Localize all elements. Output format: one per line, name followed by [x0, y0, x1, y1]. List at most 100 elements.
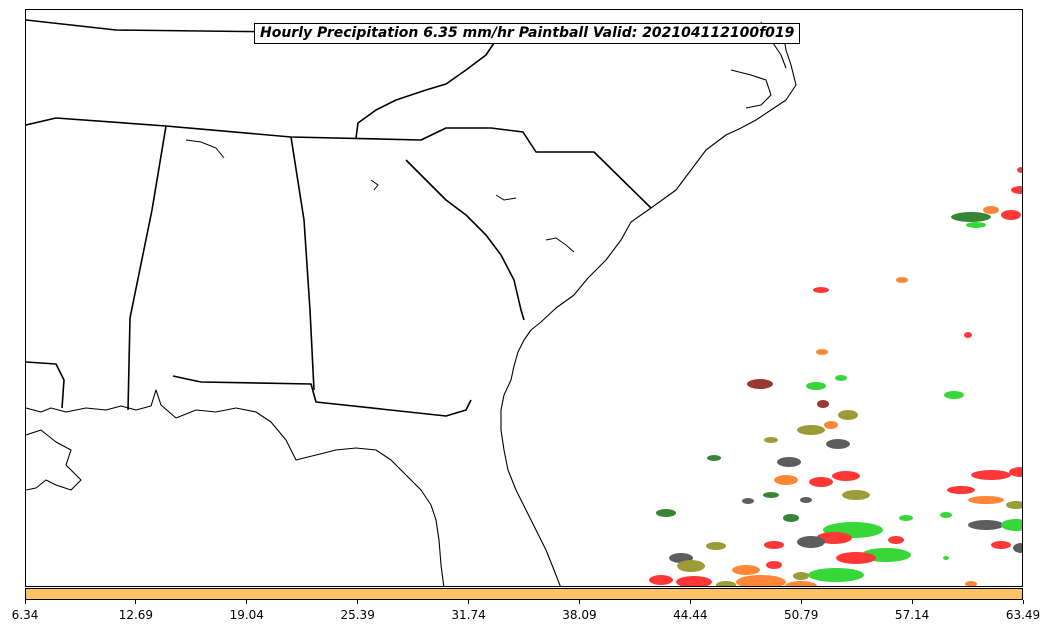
colorbar-tick-label: 57.14: [894, 608, 930, 622]
coast-gulf: [26, 389, 445, 586]
colorbar-tick: [578, 600, 580, 604]
precip-blob: [736, 575, 786, 586]
precip-blob: [783, 514, 799, 522]
precip-blob: [947, 486, 975, 494]
precip-blob: [706, 542, 726, 550]
precip-blob: [838, 410, 858, 420]
precip-blob: [813, 287, 829, 293]
state-border-al-ga: [290, 136, 315, 391]
precip-blob: [826, 439, 850, 449]
precip-blob: [1006, 501, 1022, 509]
precip-blob: [732, 565, 760, 575]
colorbar-tick-label: 31.74: [451, 608, 486, 622]
precip-blob: [965, 581, 977, 586]
precip-blob: [766, 561, 782, 569]
precipitation-paintballs: [649, 167, 1022, 586]
coast-pamlico: [730, 69, 772, 109]
precip-blob: [809, 477, 833, 487]
precip-blob: [940, 512, 952, 518]
lake-hartwell: [370, 179, 379, 191]
lake-guntersville: [185, 139, 225, 159]
precip-blob: [763, 492, 779, 498]
state-borders: [26, 19, 787, 417]
coastline: [26, 21, 797, 586]
precip-blob: [806, 382, 826, 390]
colorbar-tick: [800, 600, 802, 604]
map-title: Hourly Precipitation 6.35 mm/hr Paintbal…: [254, 23, 801, 44]
precip-blob: [649, 575, 673, 585]
colorbar-tick-label: 50.79: [784, 608, 819, 622]
precip-blob: [676, 576, 712, 586]
precip-blob: [793, 572, 809, 580]
precip-blob: [971, 470, 1011, 480]
lake-marion: [495, 194, 517, 201]
precip-blob: [656, 509, 676, 517]
precip-blob: [983, 206, 999, 214]
precip-blob: [964, 332, 972, 338]
lake-okeechobee: [545, 237, 575, 253]
state-border-ms-al: [127, 125, 167, 411]
colorbar-tick-label: 44.44: [673, 608, 708, 622]
precip-blob: [785, 581, 817, 586]
state-border-ga-sc: [405, 159, 525, 321]
colorbar-tick: [1022, 600, 1024, 604]
colorbar-tick-label: 6.34: [11, 608, 39, 622]
precip-blob: [966, 222, 986, 228]
precip-blob: [1017, 167, 1022, 173]
precip-blob: [716, 581, 736, 586]
coast-florida-east: [500, 394, 561, 586]
precip-blob: [943, 556, 949, 560]
colorbar-tick-label: 12.69: [118, 608, 154, 622]
precip-blob: [677, 560, 705, 572]
precip-blob: [800, 497, 812, 503]
precip-blob: [1013, 543, 1022, 553]
colorbar-tick-label: 19.04: [229, 608, 264, 622]
coast-atlantic-carolinas: [503, 207, 652, 396]
precip-blob: [747, 379, 773, 389]
colorbar-axis: 6.34 12.69 19.04 25.39 31.74 38.09 44.44 50.79 5…: [0, 600, 1053, 630]
precip-blob: [764, 437, 778, 443]
precip-blob: [774, 475, 798, 485]
colorbar-tick: [246, 600, 248, 604]
map-panel: Hourly Precipitation 6.35 mm/hr Paintbal…: [25, 9, 1023, 587]
precip-blob: [836, 552, 876, 564]
precip-blob: [816, 532, 852, 544]
precip-blob: [832, 471, 860, 481]
coast-north-carolina: [650, 37, 797, 209]
colorbar-tick: [911, 600, 913, 604]
colorbar-tick: [689, 600, 691, 604]
colorbar-tick: [135, 600, 137, 604]
lakes: [185, 139, 575, 253]
precip-blob: [991, 541, 1011, 549]
colorbar-tick: [24, 600, 26, 604]
coast-louisiana: [26, 429, 82, 491]
state-border-la-ms: [26, 361, 65, 409]
colorbar-tick-label: 63.49: [1005, 608, 1041, 622]
state-border-nc-sc: [355, 39, 497, 139]
precip-blob: [808, 568, 864, 582]
state-border-fl-north: [172, 375, 472, 417]
precip-blob: [764, 541, 784, 549]
colorbar-tick-label: 38.09: [562, 608, 597, 622]
precip-blob: [899, 515, 913, 521]
precip-blob: [817, 400, 829, 408]
precip-blob: [842, 490, 870, 500]
precip-blob: [835, 375, 847, 381]
colorbar-tick: [357, 600, 359, 604]
precip-blob: [797, 425, 825, 435]
precip-blob: [1001, 519, 1022, 531]
precip-blob: [951, 212, 991, 222]
precip-blob: [944, 391, 964, 399]
precip-blob: [1009, 467, 1022, 477]
precip-blob: [742, 498, 754, 504]
precip-blob: [816, 349, 828, 355]
precip-blob: [1011, 186, 1022, 194]
colorbar: [25, 588, 1023, 600]
precip-blob: [797, 536, 825, 548]
precip-blob: [968, 496, 1004, 504]
precip-blob: [896, 277, 908, 283]
precip-blob: [824, 421, 838, 429]
colorbar-tick-label: 25.39: [340, 608, 375, 622]
precip-blob: [968, 520, 1004, 530]
precip-blob: [707, 455, 721, 461]
